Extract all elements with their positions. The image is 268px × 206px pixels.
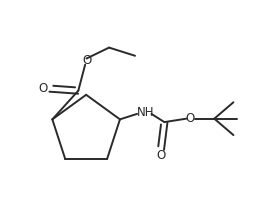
Text: O: O	[186, 112, 195, 125]
Text: O: O	[39, 82, 48, 95]
Text: O: O	[156, 149, 166, 162]
Text: O: O	[82, 54, 91, 67]
Text: NH: NH	[136, 106, 154, 119]
